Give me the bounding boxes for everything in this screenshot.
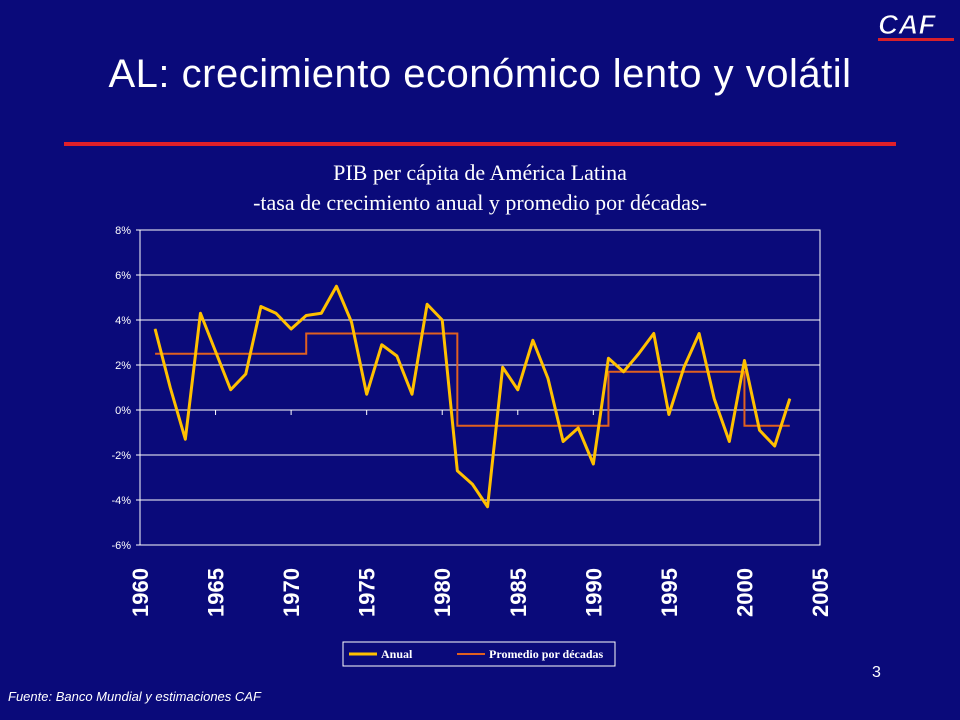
chart-title-block: PIB per cápita de América Latina -tasa d… [100, 158, 860, 218]
data-point [683, 366, 685, 368]
data-point [562, 441, 564, 442]
y-tick-label: 0% [115, 405, 131, 417]
data-point [305, 315, 307, 316]
legend-label: Promedio por décadas [489, 647, 604, 661]
data-point [789, 398, 791, 400]
data-point [743, 360, 745, 361]
x-tick-label: 1990 [581, 568, 606, 617]
data-point [426, 303, 428, 305]
data-point [623, 371, 625, 373]
y-tick-label: -6% [111, 540, 131, 552]
data-point [668, 414, 670, 415]
data-point [471, 483, 473, 485]
data-point [607, 357, 609, 359]
data-point [320, 312, 322, 314]
x-tick-label: 1985 [506, 568, 531, 617]
y-tick-label: -2% [111, 450, 131, 462]
logo-underline [878, 38, 954, 41]
data-point [199, 312, 201, 314]
data-point [698, 333, 700, 334]
y-tick-label: 4% [115, 315, 131, 327]
data-point [759, 429, 761, 431]
data-point [411, 393, 413, 395]
data-point [638, 353, 640, 355]
data-point [366, 393, 368, 395]
data-point [502, 366, 504, 368]
y-tick-label: 6% [115, 270, 131, 282]
data-point [351, 321, 353, 323]
x-tick-label: 1960 [128, 568, 153, 617]
data-point [532, 339, 534, 341]
data-point [215, 351, 217, 352]
chart-subtitle: -tasa de crecimiento anual y promedio po… [253, 190, 707, 215]
legend-label: Anual [381, 647, 413, 661]
data-point [154, 328, 156, 330]
data-point [456, 470, 458, 472]
caf-logo: CAF [876, 8, 954, 41]
title-rule [64, 142, 896, 146]
data-point [487, 506, 489, 508]
series-promedio-line [155, 332, 790, 427]
x-tick-label: 1965 [204, 568, 229, 617]
data-point [260, 306, 262, 307]
data-point [335, 285, 337, 287]
data-point [169, 387, 171, 388]
y-tick-label: -4% [111, 495, 131, 507]
page-number: 3 [872, 664, 881, 681]
data-point [728, 441, 730, 442]
chart-title: PIB per cápita de América Latina [333, 160, 627, 185]
data-point [774, 445, 776, 447]
x-tick-label: 1975 [355, 568, 380, 617]
data-point [290, 328, 292, 330]
data-point [275, 312, 277, 314]
data-point [184, 438, 186, 440]
x-tick-label: 1980 [430, 568, 455, 617]
data-point [245, 373, 247, 375]
data-point [381, 344, 383, 346]
source-note: Fuente: Banco Mundial y estimaciones CAF [8, 689, 261, 704]
logo-text: CAF [878, 9, 936, 38]
slide-title: AL: crecimiento económico lento y voláti… [108, 52, 852, 96]
y-tick-label: 2% [115, 360, 131, 372]
x-tick-label: 2005 [808, 568, 833, 617]
data-point [713, 398, 715, 400]
x-tick-label: 1995 [657, 568, 682, 617]
data-point [577, 427, 579, 429]
data-point [396, 355, 398, 357]
plot-area [139, 229, 821, 546]
x-tick-label: 2000 [732, 568, 757, 617]
data-point [592, 463, 594, 465]
data-point [653, 333, 655, 334]
data-point [517, 389, 519, 391]
data-point [547, 378, 549, 379]
data-point [441, 319, 443, 321]
x-tick-label: 1970 [279, 568, 304, 617]
data-point [230, 389, 232, 391]
y-tick-label: 8% [115, 225, 131, 237]
